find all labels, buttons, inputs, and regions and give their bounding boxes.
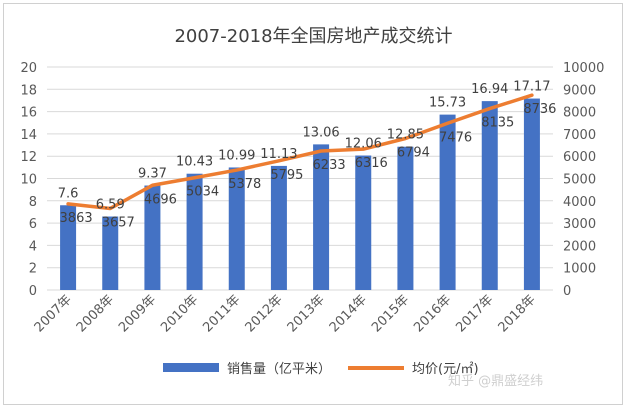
legend-item-sales: 销售量（亿平米） — [163, 358, 331, 377]
category-label: 2014年 — [327, 292, 370, 335]
bar-data-label: 16.94 — [471, 82, 508, 97]
category-label: 2013年 — [285, 292, 328, 335]
bar-data-label: 10.43 — [176, 155, 213, 170]
right-tick-label: 10000 — [563, 61, 604, 76]
chart-frame — [3, 3, 623, 405]
bar-sales — [270, 165, 287, 290]
right-tick-label: 7000 — [563, 128, 596, 143]
line-data-label: 6316 — [355, 156, 388, 171]
line-data-label: 8736 — [523, 102, 556, 117]
chart-title: 2007-2018年全国房地产成交统计 — [174, 26, 453, 47]
bar-data-label: 12.85 — [387, 128, 424, 143]
line-data-label: 7476 — [439, 130, 472, 145]
right-tick-label: 9000 — [563, 83, 596, 98]
legend-label-sales: 销售量（亿平米） — [227, 362, 332, 377]
category-label: 2017年 — [453, 292, 496, 335]
right-tick-label: 1000 — [563, 262, 596, 277]
bar-data-label: 15.73 — [429, 96, 466, 111]
left-tick-label: 20 — [20, 61, 37, 76]
left-tick-label: 18 — [20, 83, 37, 98]
line-data-label: 3863 — [60, 211, 93, 226]
legend-item-price: 均价(元/㎡) — [348, 358, 479, 377]
right-tick-label: 6000 — [563, 150, 596, 165]
bar-sales — [439, 114, 456, 290]
line-price — [66, 93, 534, 211]
bar-data-label: 12.06 — [345, 137, 382, 152]
right-tick-label: 2000 — [563, 239, 596, 254]
left-tick-label: 0 — [29, 284, 37, 299]
left-tick-label: 12 — [20, 150, 37, 165]
line-data-label: 5795 — [270, 168, 303, 183]
bar-sales — [313, 144, 330, 290]
line-data-label: 6794 — [397, 145, 430, 160]
bar-sales — [186, 173, 203, 290]
right-tick-label: 0 — [563, 284, 571, 299]
bar-sales — [355, 155, 372, 290]
bar-data-label: 7.6 — [58, 186, 79, 201]
line-data-label: 3657 — [102, 215, 135, 230]
category-label: 2008年 — [74, 292, 117, 335]
category-label: 2018年 — [496, 292, 539, 335]
bar-sales — [481, 101, 498, 290]
bar-sales — [102, 216, 119, 290]
left-tick-label: 14 — [20, 128, 37, 143]
bar-data-label: 13.06 — [302, 125, 339, 140]
category-label: 2011年 — [200, 292, 243, 335]
line-data-label: 4696 — [144, 192, 177, 207]
left-tick-label: 8 — [29, 195, 37, 210]
left-tick-label: 2 — [29, 262, 37, 277]
bar-sales — [397, 146, 414, 290]
bar-data-label: 6.59 — [96, 198, 125, 213]
line-data-label: 5378 — [228, 177, 261, 192]
bar-sales — [144, 185, 161, 290]
line-data-label: 5034 — [186, 185, 219, 200]
category-label: 2007年 — [32, 292, 75, 335]
left-tick-label: 16 — [20, 106, 37, 121]
bar-sales — [228, 167, 245, 290]
category-label: 2015年 — [369, 292, 412, 335]
bar-sales — [523, 98, 540, 290]
bar-data-label: 17.17 — [513, 80, 550, 95]
category-label: 2012年 — [243, 292, 286, 335]
category-label: 2016年 — [411, 292, 454, 335]
legend-label-price: 均价(元/㎡) — [412, 362, 479, 377]
right-tick-label: 4000 — [563, 195, 596, 210]
right-tick-label: 8000 — [563, 106, 596, 121]
legend-swatch-bar — [163, 363, 219, 372]
bar-data-label: 10.99 — [218, 148, 255, 163]
watermark: 知乎 @鼎盛经纬 — [448, 374, 544, 389]
bar-data-label: 11.13 — [260, 147, 297, 162]
left-tick-label: 4 — [29, 239, 37, 254]
line-data-label: 6233 — [313, 158, 346, 173]
line-data-label: 8135 — [481, 116, 514, 131]
left-tick-label: 6 — [29, 217, 37, 232]
category-label: 2009年 — [116, 292, 159, 335]
category-label: 2010年 — [158, 292, 201, 335]
right-tick-label: 5000 — [563, 173, 596, 188]
bar-sales — [60, 205, 77, 290]
legend-swatch-line — [348, 365, 404, 370]
legend: 销售量（亿平米） 均价(元/㎡) — [0, 358, 627, 378]
left-tick-label: 10 — [20, 173, 37, 188]
right-tick-label: 3000 — [563, 217, 596, 232]
bar-data-label: 9.37 — [138, 167, 167, 182]
